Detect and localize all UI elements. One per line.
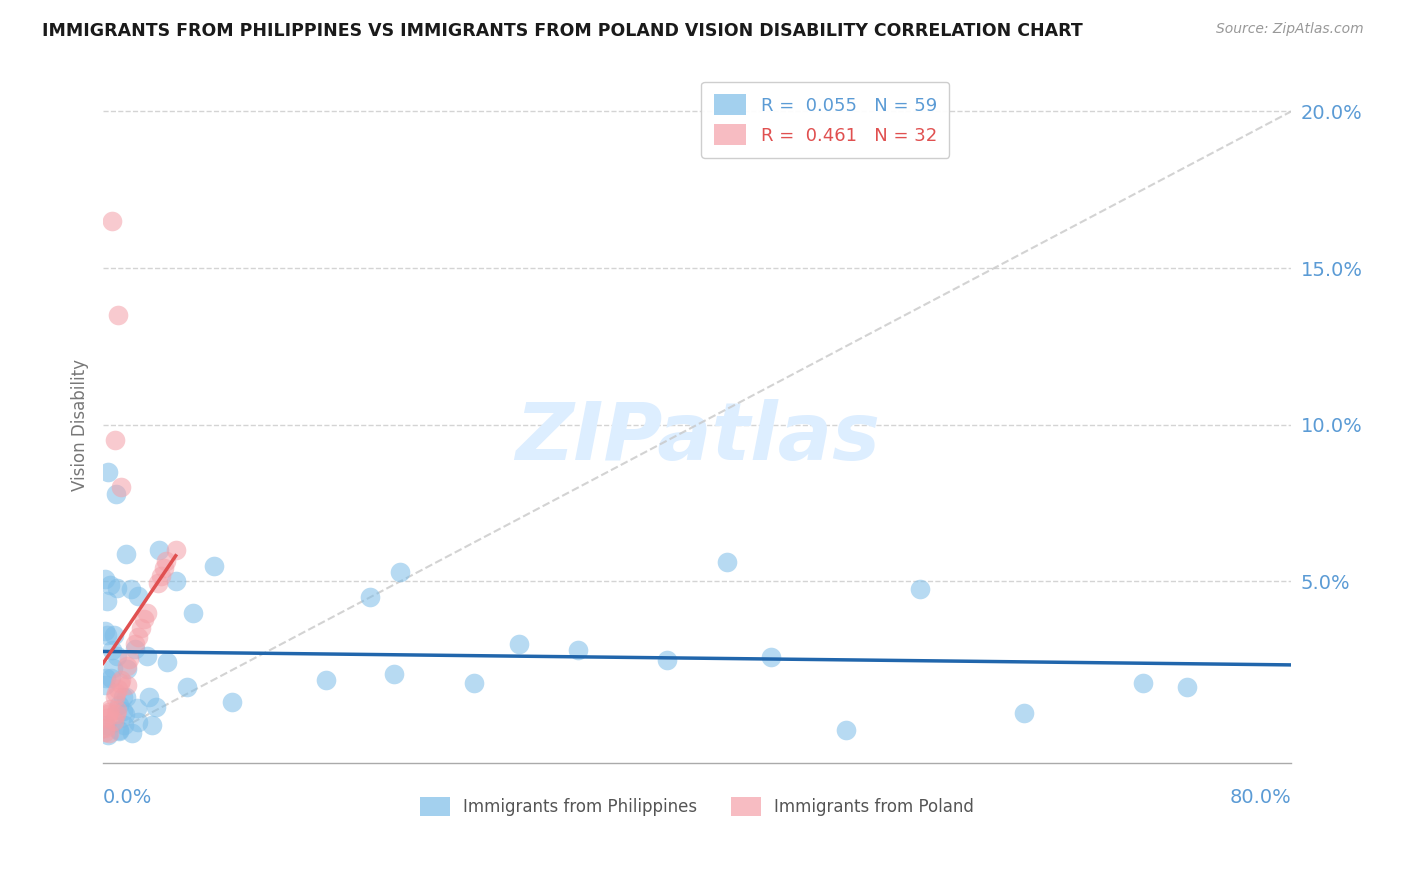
Point — [129, 621, 152, 635]
Point — [463, 676, 485, 690]
Point — [98, 706, 121, 720]
Point — [115, 658, 138, 673]
Point — [152, 561, 174, 575]
Point — [103, 628, 125, 642]
Point — [103, 714, 125, 728]
Point — [107, 648, 129, 663]
Point — [508, 637, 530, 651]
Point — [315, 673, 337, 687]
Point — [202, 558, 225, 573]
Point — [93, 721, 115, 735]
Point — [112, 717, 135, 731]
Point — [100, 701, 122, 715]
Point — [107, 681, 129, 696]
Point — [97, 707, 120, 722]
Point — [101, 661, 124, 675]
Point — [100, 671, 122, 685]
Point — [98, 726, 121, 740]
Point — [382, 667, 405, 681]
Point — [97, 728, 120, 742]
Point — [104, 434, 127, 448]
Point — [165, 574, 187, 589]
Point — [120, 582, 142, 596]
Point — [125, 700, 148, 714]
Point — [110, 480, 132, 494]
Point — [1012, 706, 1035, 721]
Point — [761, 649, 783, 664]
Point — [567, 642, 589, 657]
Point — [114, 706, 136, 721]
Point — [146, 575, 169, 590]
Point — [124, 637, 146, 651]
Point — [359, 590, 381, 604]
Point — [176, 680, 198, 694]
Point — [97, 465, 120, 479]
Y-axis label: Vision Disability: Vision Disability — [72, 359, 89, 491]
Point — [98, 578, 121, 592]
Point — [181, 606, 204, 620]
Text: ZIPatlas: ZIPatlas — [515, 400, 880, 477]
Point — [115, 678, 138, 692]
Point — [94, 572, 117, 586]
Text: 80.0%: 80.0% — [1229, 789, 1291, 807]
Point — [115, 690, 138, 704]
Point — [117, 662, 139, 676]
Point — [108, 698, 131, 712]
Point — [104, 690, 127, 704]
Point — [834, 723, 856, 737]
Point — [110, 673, 132, 687]
Legend: Immigrants from Philippines, Immigrants from Poland: Immigrants from Philippines, Immigrants … — [413, 790, 981, 822]
Point — [127, 715, 149, 730]
Point — [148, 543, 170, 558]
Point — [104, 486, 127, 500]
Text: Source: ZipAtlas.com: Source: ZipAtlas.com — [1216, 22, 1364, 37]
Point — [93, 724, 115, 739]
Point — [105, 707, 128, 722]
Point — [221, 695, 243, 709]
Point — [389, 565, 412, 579]
Point — [108, 723, 131, 738]
Point — [118, 651, 141, 665]
Point — [134, 612, 156, 626]
Point — [908, 582, 931, 597]
Point — [96, 711, 118, 725]
Point — [93, 677, 115, 691]
Point — [165, 543, 187, 558]
Point — [145, 699, 167, 714]
Point — [1175, 680, 1198, 694]
Point — [115, 547, 138, 561]
Point — [138, 690, 160, 704]
Text: IMMIGRANTS FROM PHILIPPINES VS IMMIGRANTS FROM POLAND VISION DISABILITY CORRELAT: IMMIGRANTS FROM PHILIPPINES VS IMMIGRANT… — [42, 22, 1083, 40]
Point — [112, 690, 135, 705]
Point — [101, 643, 124, 657]
Point — [107, 704, 129, 718]
Point — [716, 555, 738, 569]
Point — [108, 723, 131, 738]
Point — [1132, 676, 1154, 690]
Point — [96, 593, 118, 607]
Point — [101, 214, 124, 228]
Point — [127, 630, 149, 644]
Point — [127, 590, 149, 604]
Point — [94, 718, 117, 732]
Point — [107, 308, 129, 322]
Point — [121, 726, 143, 740]
Point — [657, 653, 679, 667]
Text: 0.0%: 0.0% — [103, 789, 152, 807]
Point — [141, 718, 163, 732]
Point — [135, 649, 157, 664]
Point — [105, 686, 128, 700]
Point — [155, 554, 177, 568]
Point — [105, 581, 128, 595]
Point — [149, 569, 172, 583]
Point — [110, 675, 132, 690]
Point — [112, 705, 135, 719]
Point — [94, 671, 117, 685]
Point — [156, 655, 179, 669]
Point — [124, 642, 146, 657]
Point — [96, 628, 118, 642]
Point — [135, 606, 157, 620]
Point — [94, 624, 117, 638]
